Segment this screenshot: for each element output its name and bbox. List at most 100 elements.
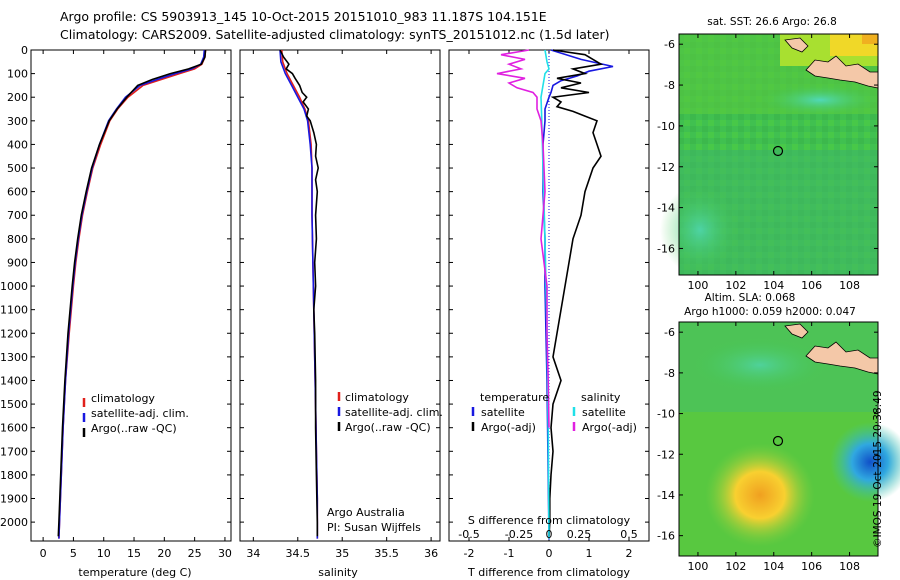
map-lat-label: -16 (657, 530, 675, 543)
x-tick-label: 10 (97, 547, 111, 560)
map-lat-label: -14 (657, 202, 675, 215)
figure-title-line-2: Climatology: CARS2009. Satellite-adjuste… (60, 27, 610, 42)
sla-map-title-2: Argo h1000: 0.059 h2000: 0.047 (684, 306, 856, 318)
series-line-temperature-satellite (542, 49, 614, 539)
map-lat-label: -6 (664, 38, 675, 51)
depth-tick-label: 1500 (0, 398, 28, 411)
depth-tick-label: 300 (7, 115, 28, 128)
x-tick-label: -2 (464, 547, 475, 560)
map-lat-label: -10 (657, 408, 675, 421)
s-tick-label: -0.25 (505, 528, 533, 541)
x-tick-label: -1 (504, 547, 515, 560)
depth-tick-label: 1800 (0, 469, 28, 482)
sst-map-frame (678, 33, 879, 276)
difference-series (496, 49, 614, 539)
legend-argo-label: Argo(..raw -QC) (91, 422, 177, 435)
x-tick-label: 30 (218, 547, 232, 560)
salinity-panel: 34 34.5 35 35.5 36 climatology satellite-adj… (239, 49, 443, 579)
map-lon-label: 100 (687, 279, 708, 292)
temperature-x-axis: 0 5 10 15 20 25 30 (40, 50, 232, 560)
x-tick-label: 0 (546, 547, 553, 560)
x-tick-label: 25 (188, 547, 202, 560)
depth-tick-label: 1600 (0, 422, 28, 435)
x-tick-label: 0 (40, 547, 47, 560)
depth-tick-label: 1900 (0, 493, 28, 506)
s-difference-tick-labels: -0.5 -0.25 0 0.25 0.5 (458, 528, 637, 541)
map-lat-label: -6 (664, 326, 675, 339)
sla-map-frame (678, 321, 879, 557)
x-tick-label: 34 (246, 547, 260, 560)
x-tick-label: 15 (127, 547, 141, 560)
legend-climatology-label: climatology (91, 392, 155, 405)
depth-tick-label: 1200 (0, 327, 28, 340)
sla-map-axes: 100 102 104 106 108 -6 -8 -10 -12 -14 -16 (657, 322, 878, 573)
depth-tick-label: 1700 (0, 445, 28, 458)
depth-tick-label: 700 (7, 209, 28, 222)
salinity-legend: climatology satellite-adj. clim. Argo(..… (337, 391, 443, 434)
depth-tick-label: 400 (7, 138, 28, 151)
pi-note: PI: Susan Wijffels (327, 521, 421, 534)
x-tick-label: 20 (157, 547, 171, 560)
depth-tick-label: 600 (7, 186, 28, 199)
depth-axis: 0 100 200 300 400 500 600 700 800 900 1000 1100 1200… (0, 44, 231, 529)
legend-temperature-title: temperature (480, 391, 549, 404)
depth-tick-label: 1100 (0, 304, 28, 317)
salinity-xlabel: salinity (318, 566, 358, 579)
sla-map: 100 102 104 106 108 -6 -8 -10 -12 -14 -16 Altim. S… (657, 292, 900, 573)
argo-australia-note: Argo Australia (327, 506, 405, 519)
x-tick-label: 5 (70, 547, 77, 560)
sal-legend-climatology-label: climatology (345, 391, 409, 404)
map-lat-label: -8 (664, 79, 675, 92)
depth-tick-label: 800 (7, 233, 28, 246)
s-tick-label: 0 (546, 528, 553, 541)
depth-tick-label: 1300 (0, 351, 28, 364)
salinity-x-axis: 34 34.5 35 35.5 36 (246, 50, 438, 560)
s-tick-label: 0.25 (567, 528, 592, 541)
salinity-axes-frame (239, 49, 441, 542)
series-line-argo-raw-qc- (279, 49, 320, 537)
x-tick-label: 35.5 (374, 547, 399, 560)
legend-sal-argo: Argo(-adj) (582, 421, 637, 434)
sst-argo-marker (772, 145, 784, 157)
series-line-salinity-argo-adj- (496, 49, 550, 428)
figure-title-line-1: Argo profile: CS 5903913_145 10-Oct-2015… (60, 9, 547, 24)
difference-legend: temperature satellite Argo(-adj) salinit… (471, 391, 637, 434)
map-lon-label: 106 (801, 279, 822, 292)
temperature-legend: climatology satellite-adj. clim. Argo(..… (82, 392, 189, 437)
s-difference-label: S difference from climatology (468, 514, 631, 527)
depth-tick-label: 1000 (0, 280, 28, 293)
sst-land-sumatra (784, 37, 809, 53)
x-tick-label: 34.5 (286, 547, 311, 560)
difference-x-axis: -2 -1 0 1 2 (464, 50, 633, 560)
map-lon-label: 100 (687, 560, 708, 573)
map-lat-label: -10 (657, 120, 675, 133)
map-lat-label: -14 (657, 489, 675, 502)
x-tick-label: 2 (626, 547, 633, 560)
sla-land-sumatra (784, 323, 809, 339)
x-tick-label: 36 (424, 547, 438, 560)
depth-tick-label: 1400 (0, 374, 28, 387)
legend-temp-satellite: satellite (481, 406, 525, 419)
sal-legend-argo-label: Argo(..raw -QC) (345, 421, 431, 434)
map-lon-label: 108 (839, 560, 860, 573)
map-lat-label: -16 (657, 242, 675, 255)
legend-sal-satellite: satellite (582, 406, 626, 419)
salinity-series (279, 49, 320, 539)
map-lat-label: -12 (657, 161, 675, 174)
depth-tick-label: 900 (7, 256, 28, 269)
map-lon-label: 108 (839, 279, 860, 292)
temperature-panel: 0100200300400500600700800900100011001200… (0, 44, 232, 579)
depth-tick-label: 0 (21, 44, 28, 57)
x-tick-label: 1 (586, 547, 593, 560)
map-lon-label: 102 (725, 279, 746, 292)
difference-panel: -2 -1 0 1 2 temperature satellite Argo(-adj)… (448, 49, 650, 579)
temperature-xlabel: temperature (deg C) (78, 566, 191, 579)
salinity-y-ticks (240, 49, 440, 523)
temperature-series (57, 49, 207, 539)
depth-tick-label: 100 (7, 68, 28, 81)
sla-argo-marker (772, 435, 784, 447)
map-lat-label: -12 (657, 448, 675, 461)
s-tick-label: -0.5 (458, 528, 479, 541)
map-lon-label: 102 (725, 560, 746, 573)
